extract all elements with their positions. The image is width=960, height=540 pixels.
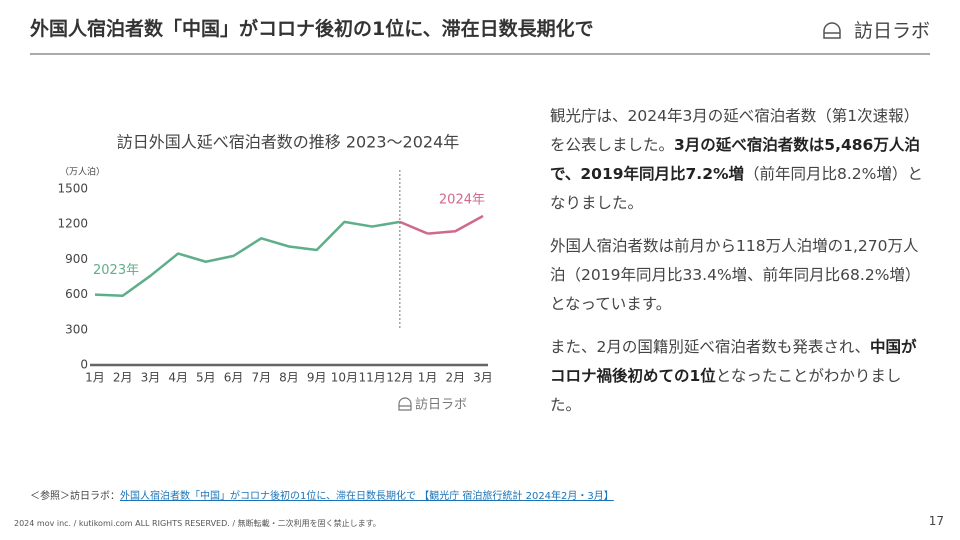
slide-title: 外国人宿泊者数「中国」がコロナ後初の1位に、滞在日数長期化で [30,18,594,40]
x-tick-label: 11月 [359,371,386,385]
x-tick-label: 12月 [386,371,413,385]
paragraph: 観光庁は、2024年3月の延べ宿泊者数（第1次速報）を公表しました。3月の延べ宿… [550,102,925,218]
chart-title: 訪日外国人延べ宿泊者数の推移 2023〜2024年 [117,133,460,152]
series-line [427,214,484,235]
bold-text: 3月の延べ宿泊者数は5,486万人泊で、2019年同月比7.2%増 [550,136,920,183]
x-tick-label: 3月 [473,371,493,385]
reference: ＜参照＞訪日ラボ：外国人宿泊者数「中国」がコロナ後初の1位に、滞在日数長期化で … [30,487,614,502]
x-tick-label: 10月 [331,371,358,385]
text: 観光庁は、2024年3月の延べ宿泊者数（第1次速報）を公表しました。 [550,107,920,154]
text: また、2月の国籍別延べ宿泊者数も発表され、 [550,338,871,356]
x-tick-label: 2月 [113,371,133,385]
x-tick-label: 3月 [141,371,161,385]
x-tick-label: 9月 [307,371,327,385]
source-logo: 訪日ラボ [415,397,467,413]
source-logo-icon [398,397,412,411]
reference-link[interactable]: 外国人宿泊者数「中国」がコロナ後初の1位に、滞在日数長期化で 【観光庁 宿泊旅行… [120,491,614,502]
series-connector [399,220,429,235]
series-label: 2024年 [439,192,485,207]
x-tick-label: 1月 [418,371,438,385]
y-tick-label: 900 [65,252,88,266]
body-text: 観光庁は、2024年3月の延べ宿泊者数（第1次速報）を公表しました。3月の延べ宿… [550,102,925,434]
y-tick-label: 1500 [57,182,88,196]
y-axis-label: （万人泊） [60,167,105,178]
text: 外国人宿泊者数は前月から118万人泊増の1,270万人泊（2019年同月比33.… [550,237,921,313]
reference-prefix: ＜参照＞訪日ラボ： [30,491,120,502]
text: となったことがわかりました。 [550,367,902,414]
x-tick-label: 7月 [251,371,271,385]
paragraph: 外国人宿泊者数は前月から118万人泊増の1,270万人泊（2019年同月比33.… [550,232,925,319]
bold-text: 中国がコロナ禍後初めての1位 [550,338,917,385]
y-tick-label: 600 [65,287,88,301]
paragraph: また、2月の国籍別延べ宿泊者数も発表され、中国がコロナ禍後初めての1位となったこ… [550,333,925,420]
x-tick-label: 6月 [224,371,244,385]
x-tick-label: 1月 [85,371,105,385]
x-tick-label: 8月 [279,371,299,385]
x-tick-label: 5月 [196,371,216,385]
copyright: 2024 mov inc. / kutikomi.com ALL RIGHTS … [14,519,381,528]
logo: 訪日ラボ [853,20,930,42]
y-tick-label: 1200 [57,217,88,231]
x-tick-label: 2月 [445,371,465,385]
page-number: 17 [928,514,944,528]
y-tick-label: 0 [80,358,88,372]
series-label: 2023年 [93,263,139,278]
series-line [94,220,401,298]
x-tick-label: 4月 [168,371,188,385]
text: （前年同月比8.2%増）となりました。 [550,165,923,212]
logo-icon [823,22,841,39]
y-tick-label: 300 [65,322,88,336]
